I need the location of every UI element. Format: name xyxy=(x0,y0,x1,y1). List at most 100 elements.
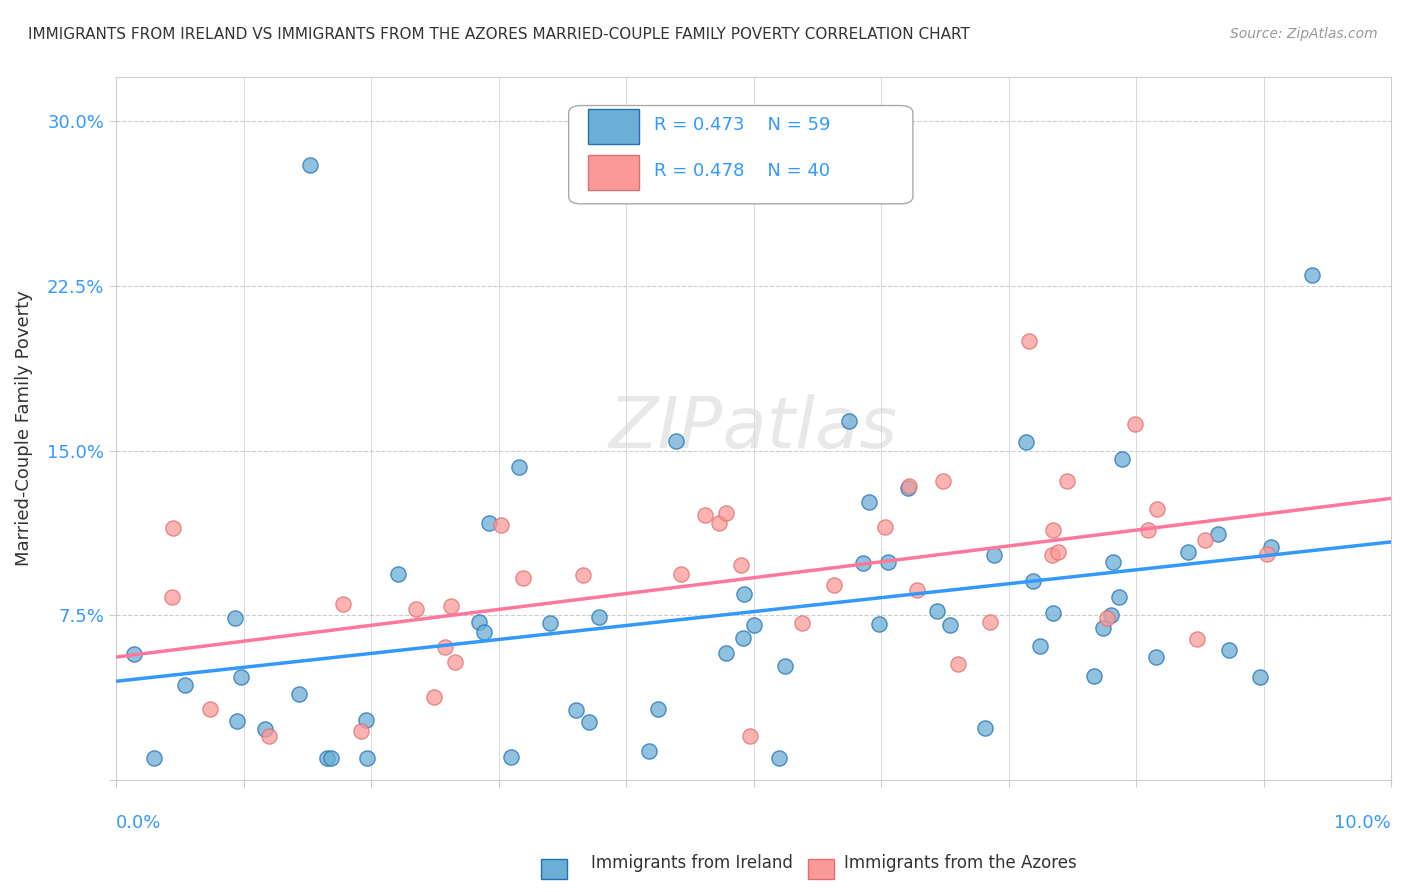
Point xyxy=(142,750,165,764)
Point xyxy=(1218,642,1240,657)
Point xyxy=(1146,501,1168,516)
Point xyxy=(838,414,860,428)
Point xyxy=(332,598,354,612)
Point xyxy=(1083,669,1105,683)
Point xyxy=(983,549,1005,563)
Point xyxy=(1187,632,1209,646)
Point xyxy=(1111,452,1133,467)
Point xyxy=(224,610,246,624)
Point xyxy=(298,158,321,172)
Point xyxy=(122,648,145,662)
Point xyxy=(858,494,880,508)
Point xyxy=(356,750,378,764)
Point xyxy=(160,591,183,605)
Text: Immigrants from the Azores: Immigrants from the Azores xyxy=(844,855,1077,872)
Point xyxy=(501,749,523,764)
Point xyxy=(321,750,343,764)
Text: Immigrants from Ireland: Immigrants from Ireland xyxy=(591,855,793,872)
Point xyxy=(229,670,252,684)
Point xyxy=(731,631,754,645)
Point xyxy=(768,750,790,764)
Point xyxy=(932,474,955,488)
Point xyxy=(1029,640,1052,654)
Point xyxy=(512,571,534,585)
Point xyxy=(538,615,561,630)
Point xyxy=(1206,526,1229,541)
Point xyxy=(1136,523,1159,537)
Point xyxy=(478,516,501,530)
Point xyxy=(226,714,249,728)
Point xyxy=(1194,533,1216,548)
Y-axis label: Married-Couple Family Poverty: Married-Couple Family Poverty xyxy=(15,291,32,566)
FancyBboxPatch shape xyxy=(568,105,912,204)
FancyBboxPatch shape xyxy=(588,154,638,190)
Point xyxy=(905,583,928,598)
Text: R = 0.473    N = 59: R = 0.473 N = 59 xyxy=(654,116,831,134)
Point xyxy=(489,518,512,533)
Point xyxy=(1022,574,1045,589)
Point xyxy=(1102,555,1125,569)
Point xyxy=(571,568,593,582)
Point xyxy=(1042,523,1064,537)
Point xyxy=(254,723,277,737)
Point xyxy=(897,481,920,495)
Point xyxy=(467,615,489,629)
Point xyxy=(387,567,409,582)
Point xyxy=(405,602,427,616)
Text: 0.0%: 0.0% xyxy=(117,814,162,832)
Point xyxy=(852,556,875,570)
Point xyxy=(742,618,765,632)
Point xyxy=(868,616,890,631)
Point xyxy=(974,721,997,735)
Point xyxy=(638,744,661,758)
Point xyxy=(1144,649,1167,664)
Point xyxy=(671,567,693,582)
Point xyxy=(433,640,456,654)
Point xyxy=(350,723,373,738)
Point xyxy=(565,704,588,718)
Point xyxy=(1108,591,1130,605)
Point xyxy=(695,508,717,522)
Point xyxy=(174,678,197,692)
Point xyxy=(423,690,446,705)
Point xyxy=(1177,545,1199,559)
Point xyxy=(354,713,377,727)
Point xyxy=(1018,334,1040,348)
Text: IMMIGRANTS FROM IRELAND VS IMMIGRANTS FROM THE AZORES MARRIED-COUPLE FAMILY POVE: IMMIGRANTS FROM IRELAND VS IMMIGRANTS FR… xyxy=(28,27,970,42)
Point xyxy=(1042,606,1064,620)
Point xyxy=(714,506,737,520)
Point xyxy=(508,459,530,474)
Point xyxy=(733,587,755,601)
Point xyxy=(716,646,738,660)
FancyBboxPatch shape xyxy=(588,109,638,145)
Point xyxy=(979,615,1001,629)
Point xyxy=(198,701,221,715)
Point xyxy=(1301,268,1323,282)
Point xyxy=(897,479,920,493)
Point xyxy=(707,516,730,530)
Point xyxy=(315,750,337,764)
Text: 10.0%: 10.0% xyxy=(1334,814,1391,832)
Point xyxy=(665,434,688,449)
Point xyxy=(1260,540,1282,554)
Point xyxy=(939,618,962,632)
Point xyxy=(1091,621,1114,635)
Point xyxy=(288,687,311,701)
Point xyxy=(647,702,669,716)
Point xyxy=(740,729,762,743)
Point xyxy=(875,520,897,534)
Point xyxy=(1046,545,1069,559)
Point xyxy=(1095,611,1118,625)
Point xyxy=(440,599,463,613)
Point xyxy=(790,615,813,630)
Point xyxy=(588,610,610,624)
Point xyxy=(1015,435,1038,450)
Point xyxy=(1040,549,1063,563)
Text: ZIPatlas: ZIPatlas xyxy=(609,394,898,463)
Point xyxy=(578,714,600,729)
Point xyxy=(773,658,796,673)
Point xyxy=(162,521,184,535)
Point xyxy=(257,729,280,743)
Point xyxy=(1256,547,1278,561)
Point xyxy=(1249,670,1271,684)
